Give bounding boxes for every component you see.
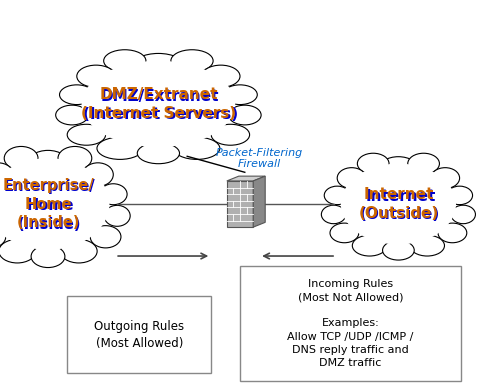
Ellipse shape: [132, 54, 185, 80]
Ellipse shape: [171, 50, 213, 72]
Ellipse shape: [352, 235, 387, 256]
Ellipse shape: [90, 226, 121, 248]
Ellipse shape: [99, 184, 127, 205]
Ellipse shape: [104, 50, 146, 72]
Ellipse shape: [83, 163, 113, 186]
Polygon shape: [253, 176, 265, 227]
Ellipse shape: [228, 105, 261, 125]
Ellipse shape: [0, 158, 109, 250]
FancyBboxPatch shape: [67, 296, 211, 373]
Ellipse shape: [334, 158, 463, 250]
Ellipse shape: [431, 168, 459, 189]
Ellipse shape: [378, 157, 419, 182]
Ellipse shape: [26, 151, 70, 179]
Ellipse shape: [383, 240, 414, 260]
Ellipse shape: [0, 163, 13, 186]
Ellipse shape: [211, 124, 250, 145]
Ellipse shape: [202, 65, 240, 87]
Polygon shape: [227, 176, 265, 181]
Ellipse shape: [324, 186, 350, 205]
Ellipse shape: [56, 105, 88, 125]
Ellipse shape: [31, 245, 65, 268]
Polygon shape: [227, 181, 253, 227]
Ellipse shape: [58, 146, 92, 170]
Text: Enterprise/
Home
(Inside): Enterprise/ Home (Inside): [2, 178, 94, 230]
Ellipse shape: [72, 55, 245, 153]
Ellipse shape: [438, 223, 467, 243]
Ellipse shape: [0, 226, 6, 248]
Ellipse shape: [321, 205, 346, 224]
Ellipse shape: [67, 124, 106, 145]
Ellipse shape: [408, 153, 439, 174]
Text: Internet
(Outside): Internet (Outside): [358, 187, 439, 221]
Text: Packet-Filtering
Firewall: Packet-Filtering Firewall: [216, 148, 303, 169]
Ellipse shape: [4, 146, 38, 170]
Ellipse shape: [0, 239, 36, 263]
Ellipse shape: [60, 239, 97, 263]
Ellipse shape: [451, 205, 475, 224]
Ellipse shape: [341, 164, 456, 244]
Text: Outgoing Rules
(Most Allowed): Outgoing Rules (Most Allowed): [94, 320, 184, 350]
Ellipse shape: [60, 85, 94, 105]
Ellipse shape: [174, 137, 220, 159]
Text: Enterprise/
Home
(Inside): Enterprise/ Home (Inside): [4, 179, 96, 232]
Ellipse shape: [337, 168, 366, 189]
FancyBboxPatch shape: [240, 266, 461, 381]
Ellipse shape: [137, 143, 180, 164]
Ellipse shape: [410, 235, 444, 256]
Text: DMZ/Extranet
(Internet Servers): DMZ/Extranet (Internet Servers): [83, 89, 238, 122]
Ellipse shape: [0, 152, 117, 256]
Ellipse shape: [104, 205, 130, 226]
Ellipse shape: [223, 85, 257, 105]
Ellipse shape: [97, 137, 143, 159]
Ellipse shape: [357, 153, 389, 174]
Text: DMZ/Extranet
(Internet Servers): DMZ/Extranet (Internet Servers): [81, 87, 236, 121]
Text: Incoming Rules
(Most Not Allowed)

Examples:
Allow TCP /UDP /ICMP /
DNS reply tr: Incoming Rules (Most Not Allowed) Exampl…: [287, 279, 414, 368]
Ellipse shape: [82, 61, 235, 147]
Ellipse shape: [330, 223, 359, 243]
Ellipse shape: [447, 186, 472, 205]
Text: Internet
(Outside): Internet (Outside): [360, 189, 441, 223]
Ellipse shape: [77, 65, 115, 87]
